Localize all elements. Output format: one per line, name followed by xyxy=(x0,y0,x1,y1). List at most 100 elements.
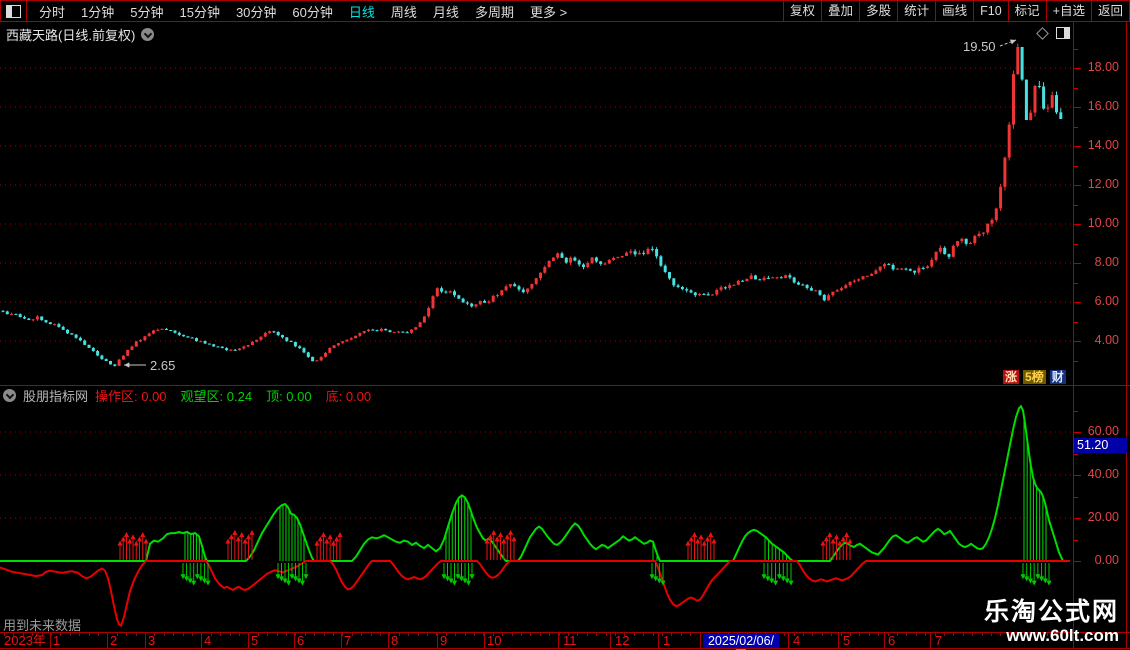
right-menu: 复权 叠加 多股 统计 画线 F10 标记 +自选 返回 xyxy=(783,1,1129,21)
tag-badge-财[interactable]: 财 xyxy=(1049,370,1066,384)
price-axis-label: 18.00 xyxy=(1087,60,1119,74)
menu-item-叠加[interactable]: 叠加 xyxy=(821,1,859,21)
timeline-top-border xyxy=(0,632,1130,633)
time-tick xyxy=(887,633,889,636)
time-tick xyxy=(521,633,522,636)
menu-item-返回[interactable]: 返回 xyxy=(1090,1,1129,21)
price-tick xyxy=(1074,126,1078,128)
month-label: 5 xyxy=(843,633,851,648)
time-tick xyxy=(568,633,569,636)
tag-badge-5榜[interactable]: 5榜 xyxy=(1023,370,1046,384)
month-divider xyxy=(658,633,659,648)
watermark-site-name: 乐淘公式网 xyxy=(983,598,1119,626)
time-tick xyxy=(925,633,927,636)
diamond-icon[interactable] xyxy=(1036,26,1049,40)
time-tick xyxy=(220,633,222,636)
time-tick xyxy=(389,633,391,636)
time-tick xyxy=(897,633,898,636)
indicator-chart[interactable] xyxy=(0,385,1073,649)
axis-right-border xyxy=(1126,22,1127,649)
time-tick xyxy=(173,633,175,636)
price-axis-label: 16.00 xyxy=(1087,99,1119,113)
time-tick xyxy=(351,633,353,636)
month-label: 1 xyxy=(53,633,61,648)
time-tick xyxy=(850,633,851,636)
period-tab-1分钟[interactable]: 1分钟 xyxy=(81,4,115,20)
menu-item-统计[interactable]: 统计 xyxy=(897,1,935,21)
time-tick xyxy=(483,633,485,636)
time-tick xyxy=(643,633,645,636)
period-tab-5分钟[interactable]: 5分钟 xyxy=(130,4,164,20)
price-axis-label: 4.00 xyxy=(1094,333,1119,347)
axis-left-border xyxy=(1073,22,1074,649)
time-tick xyxy=(633,633,635,636)
menu-item-复权[interactable]: 复权 xyxy=(783,1,821,21)
indicator-tick xyxy=(1074,453,1078,455)
price-tick xyxy=(1074,87,1078,89)
split-view-icon[interactable] xyxy=(1056,27,1070,39)
indicator-tick xyxy=(1074,410,1078,412)
month-divider xyxy=(107,633,108,648)
indicator-axis-label: 20.00 xyxy=(1087,510,1119,524)
time-tick xyxy=(417,633,419,636)
menu-item-+自选[interactable]: +自选 xyxy=(1045,1,1091,21)
time-tick xyxy=(586,633,588,636)
time-tick xyxy=(210,633,212,636)
year-label: 2023年 xyxy=(4,633,46,648)
indicator-chevron-icon[interactable] xyxy=(3,389,16,402)
window-split-button[interactable] xyxy=(1,1,27,21)
menu-item-画线[interactable]: 画线 xyxy=(935,1,973,21)
menu-item-多股[interactable]: 多股 xyxy=(859,1,897,21)
chart-mini-tools xyxy=(1036,26,1070,40)
time-tick xyxy=(615,633,616,636)
time-tick xyxy=(671,633,673,636)
current-value-badge: 51.20 xyxy=(1074,438,1127,453)
period-tab-更多 >[interactable]: 更多 > xyxy=(529,4,568,20)
period-tab-60分钟[interactable]: 60分钟 xyxy=(292,4,333,20)
indicator-tick xyxy=(1074,496,1078,498)
watermark: 乐淘公式网 www.60lt.com xyxy=(984,598,1119,645)
period-tab-分时[interactable]: 分时 xyxy=(39,4,66,20)
time-tick xyxy=(192,633,193,636)
period-tabs: 分时 1分钟 5分钟 15分钟 30分钟 60分钟 日线 周线 月线 多周期 更多 > xyxy=(31,2,575,21)
month-divider xyxy=(341,633,342,648)
period-tab-15分钟[interactable]: 15分钟 xyxy=(179,4,220,20)
period-tab-日线[interactable]: 日线 xyxy=(348,4,375,20)
month-divider xyxy=(930,633,931,648)
time-tick xyxy=(370,633,372,636)
month-divider xyxy=(294,633,295,648)
menu-item-标记[interactable]: 标记 xyxy=(1007,1,1046,21)
month-label: 5 xyxy=(251,633,259,648)
period-tab-月线[interactable]: 月线 xyxy=(432,4,459,20)
time-tick xyxy=(41,633,43,636)
current-date-highlight: 2025/02/06/四 xyxy=(703,634,779,650)
indicator-field: 底: 0.00 xyxy=(325,389,372,404)
watermark-url: www.60lt.com xyxy=(1006,626,1119,645)
menu-item-F10[interactable]: F10 xyxy=(973,1,1008,21)
month-label: 11 xyxy=(563,633,577,648)
time-tick xyxy=(1047,633,1049,636)
month-label: 4 xyxy=(793,633,801,648)
month-divider xyxy=(484,633,485,648)
time-tick xyxy=(1009,633,1011,636)
chevron-down-icon[interactable] xyxy=(141,28,155,41)
period-tab-30分钟[interactable]: 30分钟 xyxy=(235,4,277,20)
indicator-axis-label: 60.00 xyxy=(1087,424,1119,438)
price-axis-label: 10.00 xyxy=(1087,216,1119,230)
time-tick xyxy=(1038,633,1039,636)
tag-badge-涨[interactable]: 涨 xyxy=(1003,370,1020,384)
period-tab-多周期[interactable]: 多周期 xyxy=(474,4,514,20)
time-tick xyxy=(182,633,184,636)
price-tick xyxy=(1074,224,1081,225)
time-tick xyxy=(991,633,992,636)
time-tick xyxy=(868,633,870,636)
tag-badges: 涨 5榜财 xyxy=(1003,370,1066,384)
period-tab-周线[interactable]: 周线 xyxy=(390,4,417,20)
price-axis-label: 14.00 xyxy=(1087,138,1119,152)
month-divider xyxy=(50,633,51,648)
month-divider xyxy=(884,633,885,648)
month-divider xyxy=(610,633,611,648)
time-tick xyxy=(511,633,513,636)
main-price-chart[interactable]: 19.50 2.65 xyxy=(0,22,1073,385)
month-label: 7 xyxy=(935,633,943,648)
